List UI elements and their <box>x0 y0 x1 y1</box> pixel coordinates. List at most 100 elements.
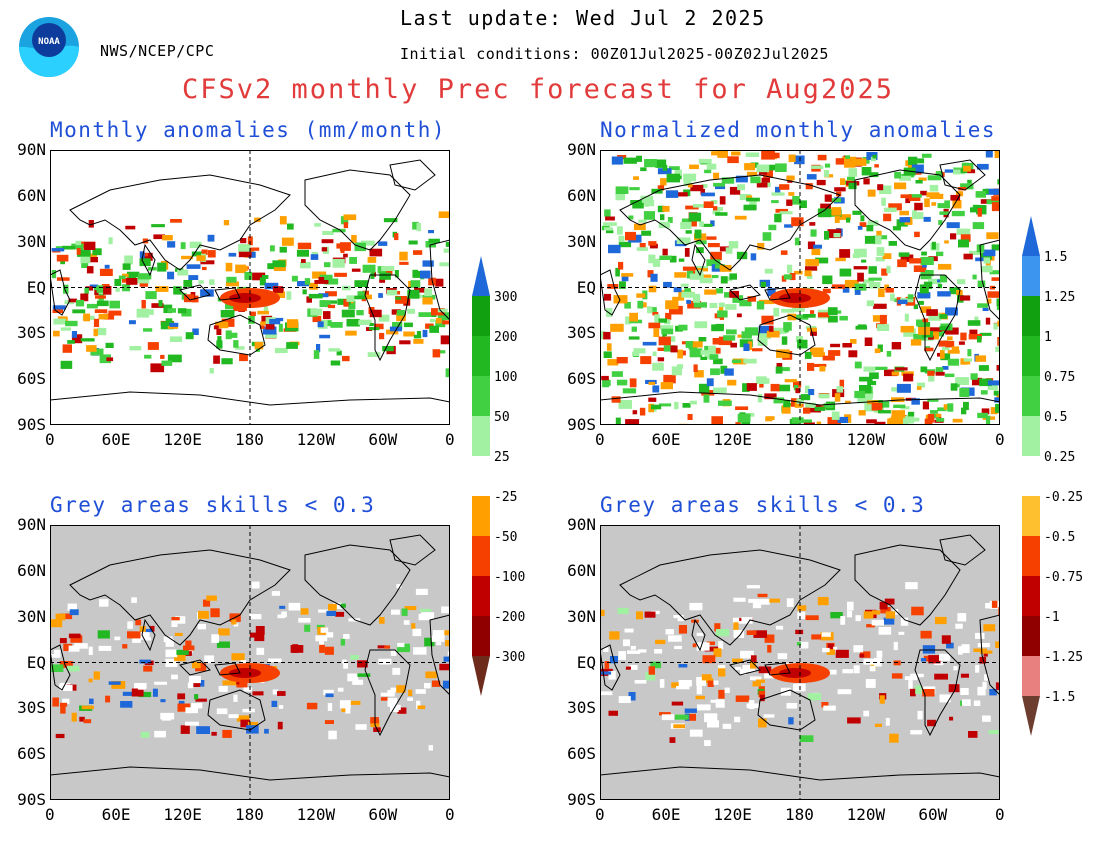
colorbar-swatch <box>472 576 490 616</box>
colorbar-label: -100 <box>494 570 525 585</box>
colorbar-swatch <box>1022 416 1040 456</box>
colorbar-swatch <box>472 536 490 576</box>
colorbar-label: -1.25 <box>1044 650 1083 665</box>
colorbar-swatch <box>1022 296 1040 336</box>
lon-tick-label: 60W <box>918 430 948 449</box>
colorbar-label: -300 <box>494 650 525 665</box>
colorbar-label: 1.5 <box>1044 250 1067 265</box>
lon-tick-label: 120E <box>163 805 202 824</box>
colorbar-swatch <box>1022 496 1040 536</box>
lat-tick-label: 30N <box>17 231 46 251</box>
colorbar-swatch <box>1022 576 1040 616</box>
colorbar-label: 300 <box>494 290 517 305</box>
lat-tick-label: 90N <box>567 515 596 534</box>
colorbar-swatch <box>1022 616 1040 656</box>
lon-tick-label: 120W <box>296 430 336 449</box>
colorbar-label: -0.25 <box>1044 490 1083 505</box>
lat-tick-label: 90S <box>17 415 46 434</box>
lat-tick-label: EQ <box>576 277 596 297</box>
lon-tick-label: 60E <box>101 430 131 449</box>
last-update: Last update: Wed Jul 2 2025 <box>400 6 766 30</box>
colorbar-swatch <box>1022 256 1040 296</box>
colorbar-top-arrow <box>472 256 490 296</box>
colorbar-normalized: 1.5 1.25 1 0.75 0.5 0.25 -0.25 -0.5 -0.75 -1 -1.25… <box>1022 216 1083 736</box>
lat-tick-label: 30S <box>17 323 46 343</box>
colorbar-swatch <box>1022 376 1040 416</box>
lat-tick-label: 60S <box>17 744 46 764</box>
colorbar-swatch <box>472 456 490 496</box>
svg-text:NOAA: NOAA <box>38 37 60 47</box>
lon-tick-label: 180 <box>785 430 814 449</box>
lat-tick-label: 30N <box>567 231 596 251</box>
colorbar-label: 25 <box>494 450 510 465</box>
lon-tick-label: 120E <box>713 430 752 449</box>
panel-title-bottom-left: Grey areas skills < 0.3 <box>50 493 376 517</box>
lat-tick-label: 30N <box>567 606 596 626</box>
colorbar-label: -50 <box>494 530 517 545</box>
map-panel-top-left <box>50 150 450 425</box>
lon-tick-label: 60E <box>651 805 681 824</box>
lon-tick-label: 60W <box>368 430 398 449</box>
page-title: CFSv2 monthly Prec forecast for Aug2025 <box>182 74 894 105</box>
lon-tick-label: 180 <box>235 805 264 824</box>
lat-tick-label: 30S <box>567 323 596 343</box>
colorbar-label: 50 <box>494 410 510 425</box>
agency-label: NWS/NCEP/CPC <box>100 42 215 60</box>
lat-tick-label: EQ <box>26 652 46 672</box>
colorbar-swatch <box>472 416 490 456</box>
lat-tick-label: EQ <box>26 277 46 297</box>
colorbar-swatch <box>1022 536 1040 576</box>
colorbar-label: 1 <box>1044 330 1052 345</box>
lat-tick-label: 90S <box>567 415 596 434</box>
lat-tick-label: EQ <box>576 652 596 672</box>
lat-tick-label: 30N <box>17 606 46 626</box>
lat-tick-label: 90N <box>17 515 46 534</box>
lat-tick-label: 90S <box>567 790 596 809</box>
lat-tick-label: 60N <box>17 560 46 580</box>
colorbar-bottom-arrow <box>1022 696 1040 736</box>
lon-tick-label: 60W <box>368 805 398 824</box>
colorbar-label: 0.5 <box>1044 410 1067 425</box>
lat-tick-label: 60S <box>567 369 596 389</box>
lat-tick-label: 90N <box>17 140 46 159</box>
colorbar-label: -0.75 <box>1044 570 1083 585</box>
lon-tick-label: 0 <box>445 805 455 824</box>
panel-title-top-right: Normalized monthly anomalies <box>600 118 997 142</box>
colorbar-label: 100 <box>494 370 517 385</box>
lon-tick-label: 0 <box>595 805 605 824</box>
panel-title-top-left: Monthly anomalies (mm/month) <box>50 118 447 142</box>
lat-tick-label: 90S <box>17 790 46 809</box>
lon-tick-label: 60E <box>101 805 131 824</box>
lat-tick-label: 60N <box>567 560 596 580</box>
lat-tick-label: 60N <box>567 185 596 205</box>
colorbar-swatch <box>472 376 490 416</box>
lon-tick-label: 120W <box>296 805 336 824</box>
colorbar-label: -200 <box>494 610 525 625</box>
colorbar-label: 1.25 <box>1044 290 1075 305</box>
map-panel-bottom-left <box>50 525 450 800</box>
lon-tick-label: 60W <box>918 805 948 824</box>
lon-tick-label: 120W <box>846 805 886 824</box>
panel-title-bottom-right: Grey areas skills < 0.3 <box>600 493 926 517</box>
colorbar-label: -0.5 <box>1044 530 1075 545</box>
colorbar-swatch <box>472 496 490 536</box>
lon-tick-label: 0 <box>995 805 1005 824</box>
lon-tick-label: 60E <box>651 430 681 449</box>
lon-tick-label: 0 <box>445 430 455 449</box>
lat-tick-label: 60N <box>17 185 46 205</box>
lon-tick-label: 120E <box>713 805 752 824</box>
noaa-logo: NOAA <box>18 16 80 78</box>
lon-tick-label: 120W <box>846 430 886 449</box>
lon-tick-label: 0 <box>995 430 1005 449</box>
lat-tick-label: 30S <box>567 698 596 718</box>
lat-tick-label: 30S <box>17 698 46 718</box>
lon-tick-label: 180 <box>235 430 264 449</box>
colorbar-swatch <box>1022 336 1040 376</box>
lon-tick-label: 0 <box>45 430 55 449</box>
lon-tick-label: 180 <box>785 805 814 824</box>
initial-conditions: Initial conditions: 00Z01Jul2025-00Z02Ju… <box>400 45 829 63</box>
lon-tick-label: 0 <box>45 805 55 824</box>
colorbar-absolute: 300 200 100 50 25 -25 -50 -100 -200 -300 <box>472 256 525 696</box>
colorbar-swatch <box>1022 656 1040 696</box>
colorbar-label: -1 <box>1044 610 1060 625</box>
